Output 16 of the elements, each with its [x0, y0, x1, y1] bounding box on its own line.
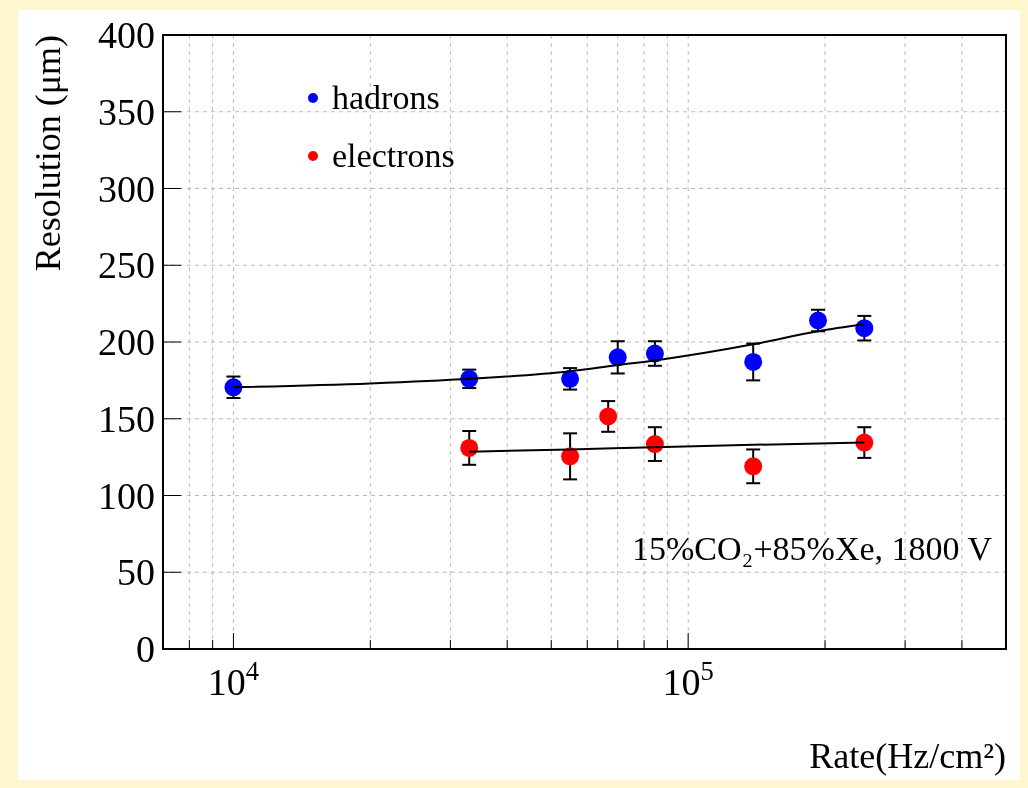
x-tick-label: 10$^{4}$ [207, 656, 260, 703]
legend-label: hadrons [332, 79, 440, 116]
y-tick-label: 400 [98, 14, 155, 56]
y-tick-label: 50 [117, 551, 155, 594]
legend-label: electrons [332, 137, 455, 174]
y-tick-label: 150 [98, 397, 155, 440]
y-tick-label: 0 [136, 628, 155, 670]
y-tick-label: 350 [98, 90, 155, 133]
x-axis-title: Rate(Hz/cm²) [809, 736, 1006, 776]
y-tick-label: 200 [98, 321, 155, 363]
x-tick-label: 10$^{5}$ [662, 656, 714, 703]
y-axis-title: Resolution (μm) [28, 35, 68, 272]
y-tick-label: 300 [98, 167, 155, 210]
y-tick-label: 100 [98, 474, 155, 517]
y-tick-label: 250 [98, 244, 155, 287]
annotation: 15%CO₂+85%Xe, 1800 V [632, 530, 993, 567]
